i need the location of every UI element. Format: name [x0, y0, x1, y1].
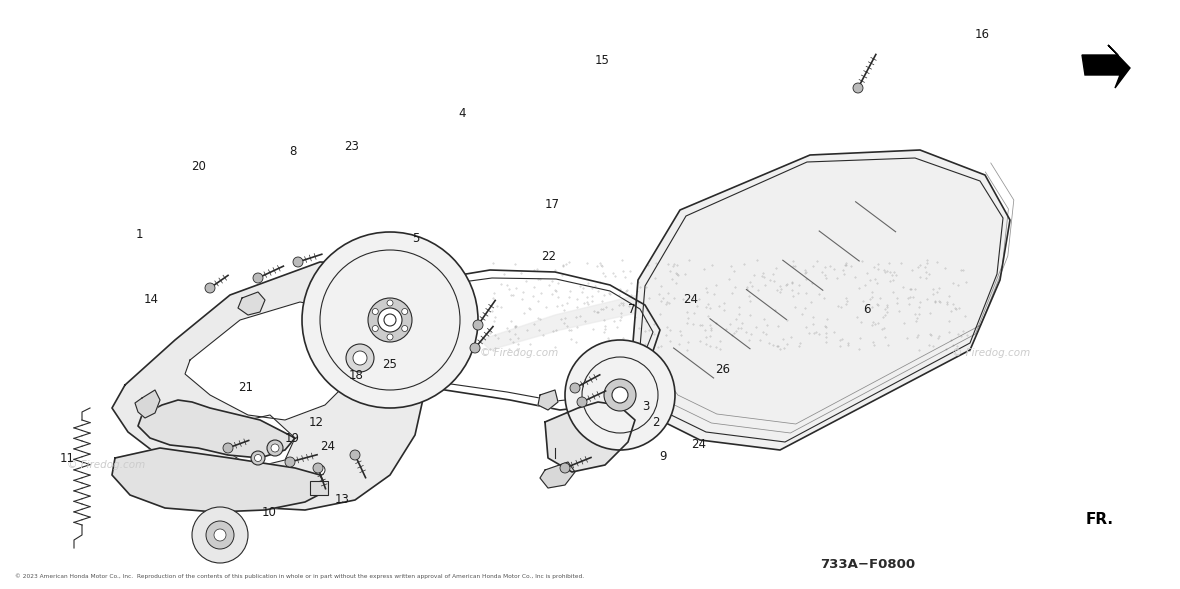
Circle shape: [604, 379, 636, 411]
Text: 14: 14: [144, 293, 158, 306]
Text: 11: 11: [60, 452, 74, 465]
Text: 4: 4: [459, 107, 466, 120]
Circle shape: [384, 314, 396, 326]
Polygon shape: [185, 302, 365, 420]
Text: 24: 24: [683, 293, 697, 306]
Circle shape: [853, 83, 863, 93]
Circle shape: [293, 257, 303, 267]
Circle shape: [368, 298, 412, 342]
Circle shape: [267, 440, 283, 456]
Circle shape: [350, 450, 360, 460]
Circle shape: [302, 232, 478, 408]
Circle shape: [387, 300, 393, 306]
Circle shape: [271, 444, 278, 452]
Circle shape: [470, 343, 480, 353]
Text: 24: 24: [691, 438, 706, 451]
Polygon shape: [138, 400, 295, 458]
Polygon shape: [1082, 45, 1130, 88]
Polygon shape: [538, 390, 558, 410]
Polygon shape: [480, 255, 999, 350]
Polygon shape: [112, 262, 435, 510]
Polygon shape: [238, 292, 266, 315]
Polygon shape: [112, 448, 328, 512]
Text: 18: 18: [349, 369, 363, 382]
Circle shape: [214, 529, 227, 541]
Text: 20: 20: [191, 160, 205, 173]
Text: 17: 17: [545, 198, 559, 211]
Circle shape: [315, 465, 324, 475]
Text: 15: 15: [595, 54, 609, 67]
Text: 2: 2: [653, 416, 660, 429]
Circle shape: [251, 451, 266, 465]
Circle shape: [378, 308, 402, 332]
Text: 3: 3: [642, 400, 649, 413]
Text: 8: 8: [289, 145, 296, 158]
Circle shape: [255, 455, 262, 462]
Circle shape: [577, 397, 586, 407]
Circle shape: [206, 521, 234, 549]
Text: 7: 7: [628, 303, 635, 316]
Text: 5: 5: [412, 232, 419, 245]
Polygon shape: [545, 402, 635, 472]
Polygon shape: [225, 415, 295, 468]
Circle shape: [401, 309, 408, 315]
Text: 9: 9: [660, 450, 667, 463]
Circle shape: [353, 351, 367, 365]
Text: 16: 16: [975, 28, 989, 41]
Text: 13: 13: [335, 493, 349, 506]
Text: 25: 25: [382, 358, 396, 370]
Text: 733A−F0800: 733A−F0800: [820, 558, 916, 571]
Circle shape: [346, 344, 374, 372]
Bar: [310, 481, 328, 495]
Text: 26: 26: [715, 363, 729, 376]
Text: © Firedog.com: © Firedog.com: [480, 349, 558, 358]
Circle shape: [372, 309, 379, 315]
Circle shape: [560, 463, 570, 473]
Text: © Firedog.com: © Firedog.com: [952, 349, 1030, 358]
Polygon shape: [630, 150, 1010, 450]
Circle shape: [223, 443, 232, 453]
Circle shape: [570, 383, 581, 393]
Text: 21: 21: [238, 381, 253, 394]
Text: FR.: FR.: [1086, 511, 1114, 527]
Circle shape: [401, 326, 408, 332]
Polygon shape: [135, 390, 160, 418]
Text: 23: 23: [345, 140, 359, 153]
Circle shape: [164, 409, 176, 421]
Text: 24: 24: [321, 440, 335, 453]
Circle shape: [205, 283, 215, 293]
Text: 12: 12: [309, 416, 323, 429]
Circle shape: [473, 320, 483, 330]
Text: © Firedog.com: © Firedog.com: [67, 461, 145, 470]
Text: 22: 22: [542, 250, 556, 263]
Polygon shape: [540, 462, 575, 488]
Text: 1: 1: [136, 228, 143, 241]
Circle shape: [387, 334, 393, 340]
Circle shape: [350, 290, 360, 300]
Circle shape: [313, 463, 323, 473]
Circle shape: [565, 340, 675, 450]
Text: 19: 19: [286, 432, 300, 445]
Circle shape: [192, 507, 248, 563]
Circle shape: [612, 387, 628, 403]
Circle shape: [286, 457, 295, 467]
Text: 6: 6: [864, 303, 871, 316]
Text: 10: 10: [262, 506, 276, 519]
Circle shape: [372, 326, 379, 332]
Text: © 2023 American Honda Motor Co., Inc.  Reproduction of the contents of this publ: © 2023 American Honda Motor Co., Inc. Re…: [15, 573, 584, 579]
Circle shape: [253, 273, 263, 283]
